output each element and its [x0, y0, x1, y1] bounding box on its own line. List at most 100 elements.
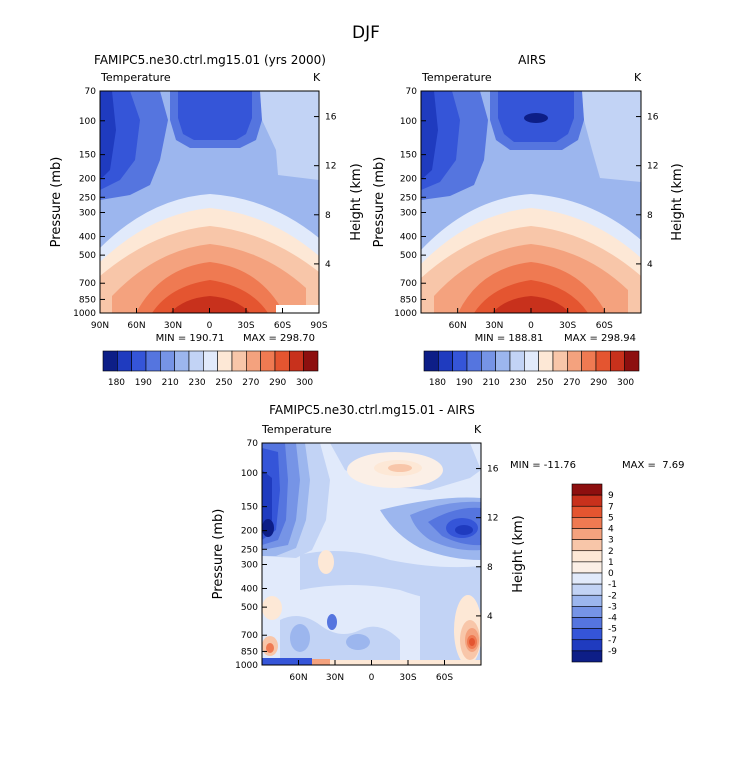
x-tick-label: 90N: [91, 321, 109, 331]
panel-model-variable: Temperature: [100, 71, 171, 84]
colorbar-swatch: [571, 561, 603, 574]
colorbar-label: 190: [456, 378, 473, 388]
colorbar-swatch: [571, 639, 603, 652]
x-tick-label: 90S: [310, 321, 327, 331]
colorbar-label: 190: [135, 378, 152, 388]
colorbar-label: 270: [563, 378, 580, 388]
y-tick-label: 1000: [394, 309, 417, 319]
y-tick-label: 150: [79, 151, 96, 161]
panel-diff-contours: [262, 443, 481, 665]
x-tick-label: 60S: [274, 321, 291, 331]
panel-airs-max: MAX = 298.94: [564, 333, 636, 344]
colorbar-swatch: [102, 350, 118, 372]
colorbar-swatch: [552, 350, 568, 372]
contour-band: [524, 113, 548, 123]
x-tick-label: 30S: [399, 673, 416, 683]
colorbar-label: 210: [162, 378, 179, 388]
colorbar-swatch: [624, 350, 640, 372]
panel-model: FAMIPC5.ne30.ctrl.mg15.01 (yrs 2000) Tem…: [49, 53, 364, 388]
colorbar-swatch: [131, 350, 147, 372]
colorbar-swatch: [524, 350, 539, 372]
colorbar-swatch: [203, 350, 218, 372]
height-tick-label: 8: [487, 563, 493, 573]
colorbar-swatch: [571, 517, 603, 529]
colorbar-swatch: [571, 572, 603, 585]
colorbar-swatch: [495, 350, 511, 372]
y-tick-label: 250: [400, 193, 417, 203]
y-tick-label: 1000: [235, 661, 258, 671]
colorbar-swatch: [571, 483, 603, 496]
panel-model-contours: [100, 91, 319, 313]
contour-band: [580, 91, 641, 182]
panel-airs-ylabel: Pressure (mb): [372, 157, 387, 248]
height-tick-label: 8: [647, 211, 653, 221]
colorbar-swatch: [231, 350, 247, 372]
colorbar-label: -1: [608, 580, 617, 590]
colorbar-label: 1: [608, 558, 614, 568]
panel-diff: FAMIPC5.ne30.ctrl.mg15.01 - AIRS Tempera…: [211, 403, 685, 683]
y-tick-label: 100: [400, 117, 417, 127]
y-tick-label: 300: [79, 208, 96, 218]
colorbar-label: -2: [608, 591, 617, 601]
panel-model-units: K: [313, 71, 321, 84]
panel-airs-contours: [421, 91, 641, 313]
y-tick-label: 700: [400, 279, 417, 289]
colorbar-swatch: [246, 350, 261, 372]
height-tick-label: 12: [487, 514, 498, 524]
colorbar-swatch: [438, 350, 453, 372]
contour-band: [262, 658, 312, 665]
colorbar-swatch: [289, 350, 304, 372]
colorbar-label: 5: [608, 513, 614, 523]
colorbar-label: 0: [608, 569, 614, 579]
y-tick-label: 500: [241, 603, 258, 613]
y-tick-label: 200: [241, 527, 258, 537]
colorbar-label: 4: [608, 525, 614, 535]
y-tick-label: 700: [79, 279, 96, 289]
colorbar-label: 250: [215, 378, 232, 388]
colorbar-label: -9: [608, 647, 617, 657]
y-tick-label: 70: [247, 439, 259, 449]
colorbar-label: -3: [608, 602, 617, 612]
colorbar-label: 180: [108, 378, 125, 388]
panel-diff-min: MIN = -11.76: [510, 460, 576, 471]
colorbar-swatch: [581, 350, 597, 372]
colorbar-swatch: [571, 606, 603, 618]
panel-model-ylabel-right: Height (km): [349, 163, 364, 240]
y-tick-label: 100: [79, 117, 96, 127]
colorbar-label: 290: [590, 378, 607, 388]
contour-band: [290, 624, 310, 652]
height-tick-label: 16: [487, 465, 499, 475]
contour-band: [178, 91, 252, 140]
colorbar-swatch: [571, 594, 603, 607]
contour-band: [262, 519, 274, 537]
x-tick-label: 30N: [164, 321, 182, 331]
y-tick-label: 1000: [73, 309, 96, 319]
colorbar-swatch: [117, 350, 132, 372]
x-tick-label: 30S: [237, 321, 254, 331]
contour-band: [388, 464, 412, 472]
panel-airs-title: AIRS: [518, 53, 546, 67]
x-tick-label: 30N: [485, 321, 503, 331]
y-tick-label: 200: [400, 175, 417, 185]
colorbar-swatch: [188, 350, 204, 372]
contour-band: [330, 660, 481, 665]
x-tick-label: 0: [369, 673, 375, 683]
missing-data-patch: [276, 305, 319, 313]
x-tick-label: 30N: [326, 673, 344, 683]
y-tick-label: 250: [241, 545, 258, 555]
y-tick-label: 200: [79, 175, 96, 185]
contour-band: [262, 596, 282, 620]
contour-band: [100, 91, 116, 180]
colorbar-swatch: [160, 350, 175, 372]
colorbar-swatch: [595, 350, 611, 372]
colorbar-label: 250: [536, 378, 553, 388]
panel-diff-variable: Temperature: [261, 423, 332, 436]
height-tick-label: 12: [647, 162, 658, 172]
contour-band: [280, 616, 400, 665]
panel-airs-variable: Temperature: [421, 71, 492, 84]
height-tick-label: 16: [325, 113, 337, 123]
y-tick-label: 150: [241, 503, 258, 513]
colorbar-swatch: [571, 583, 603, 596]
colorbar-swatch: [452, 350, 468, 372]
